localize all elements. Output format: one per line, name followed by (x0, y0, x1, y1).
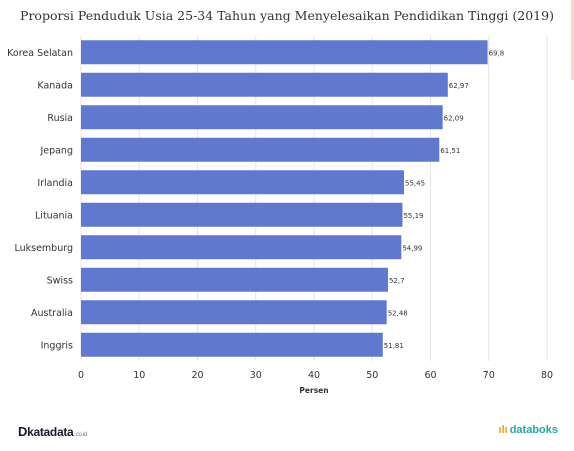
bar (81, 105, 443, 130)
data-label: 52,7 (389, 277, 405, 285)
x-tick-label: 30 (250, 370, 262, 381)
katadata-logo: Dkatadata.co.id (18, 424, 87, 439)
data-label: 52,48 (388, 309, 408, 317)
x-tick-label: 60 (424, 370, 436, 381)
category-label: Luksemburg (14, 243, 73, 254)
bar (81, 202, 403, 227)
bar (81, 72, 448, 97)
x-tick-label: 10 (133, 370, 145, 381)
category-label: Inggris (41, 340, 73, 351)
category-label: Australia (31, 308, 73, 319)
databoks-logo: ılı databoks (499, 424, 558, 436)
data-label: 55,19 (403, 212, 423, 220)
category-label: Irlandia (37, 178, 73, 189)
bar (81, 235, 402, 260)
category-label: Korea Selatan (7, 48, 73, 59)
data-label: 54,99 (402, 244, 422, 252)
bar (81, 40, 488, 65)
x-tick-label: 40 (308, 370, 320, 381)
category-label: Rusia (47, 113, 73, 124)
data-label: 62,09 (444, 114, 464, 122)
x-tick-label: 80 (541, 370, 553, 381)
x-tick-label: 50 (366, 370, 378, 381)
data-label: 69,8 (489, 49, 505, 57)
katadata-logo-suffix: .co.id (74, 432, 87, 438)
x-tick-label: 20 (191, 370, 203, 381)
category-label: Lituania (35, 210, 73, 221)
data-label: 51,81 (384, 342, 404, 350)
category-label: Kanada (37, 80, 73, 91)
data-label: 62,97 (449, 82, 469, 90)
katadata-logo-text: katadata (27, 425, 74, 439)
edge-decoration (571, 0, 574, 80)
bar (81, 170, 404, 195)
category-label: Swiss (47, 275, 73, 286)
x-tick-label: 0 (78, 370, 84, 381)
bar (81, 137, 440, 162)
databoks-mark-icon: ılı (498, 424, 508, 436)
databoks-logo-text: databoks (509, 424, 558, 436)
data-label: 55,45 (405, 179, 425, 187)
category-label: Jepang (39, 145, 73, 156)
bar (81, 332, 383, 357)
bar (81, 300, 387, 325)
chart-title: Proporsi Penduduk Usia 25-34 Tahun yang … (20, 8, 554, 23)
x-axis-label: Persen (299, 386, 328, 395)
x-tick-label: 70 (483, 370, 495, 381)
katadata-d-icon: D (18, 424, 28, 439)
bar (81, 267, 388, 292)
data-label: 61,51 (440, 147, 460, 155)
